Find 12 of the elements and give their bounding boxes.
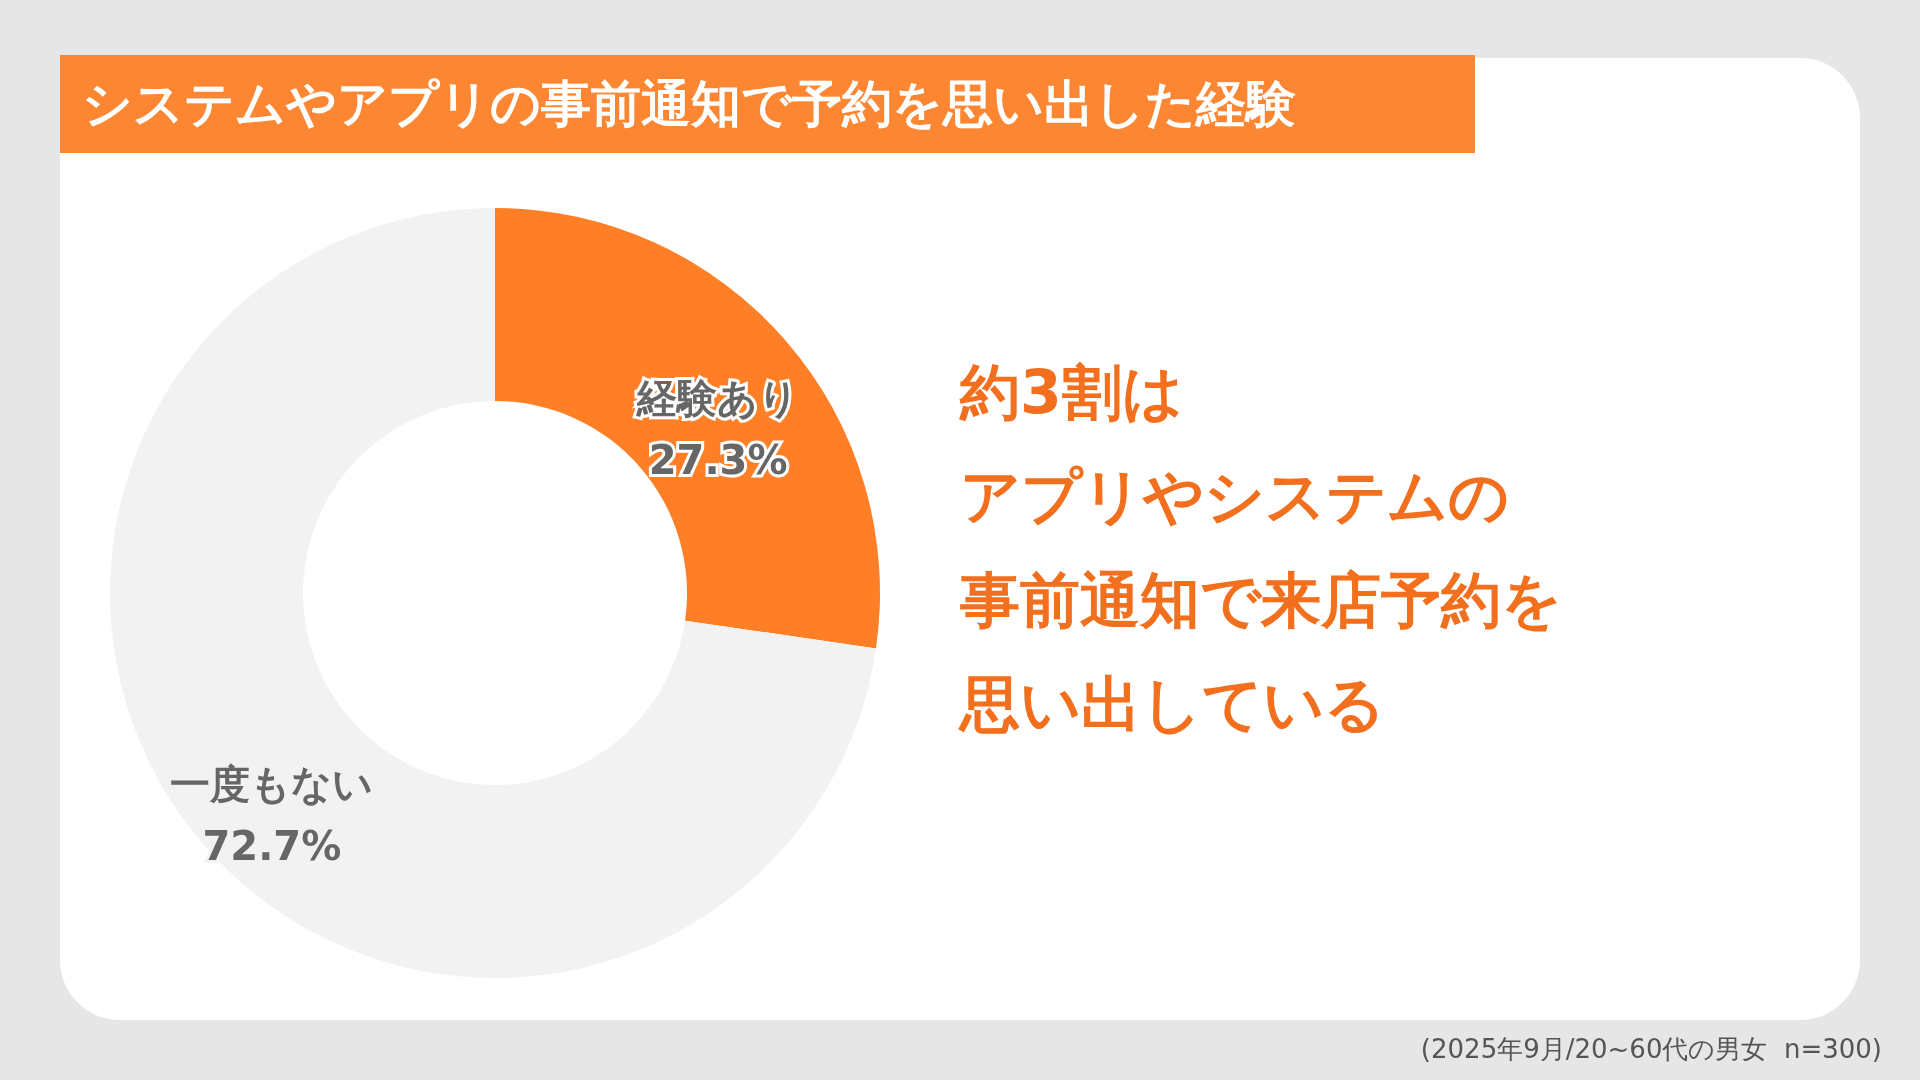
text: 事前通知で来店予約を xyxy=(960,564,1562,637)
donut-slice xyxy=(110,208,876,978)
donut-slice xyxy=(495,208,880,649)
data-label: 72.7% xyxy=(202,822,342,869)
slice-label: 経験あり xyxy=(636,375,800,422)
data-label: 27.3% xyxy=(648,437,788,484)
slice-label: 一度もない xyxy=(170,760,374,807)
text: (2025年9月/20~60代の男女 n=300) xyxy=(1420,1033,1882,1066)
text: アプリやシステムの xyxy=(960,460,1510,533)
chart-title: システムやアプリの事前通知で予約を思い出した経験 xyxy=(60,55,1475,153)
text: 約3割は xyxy=(960,356,1184,429)
text: 思い出している xyxy=(960,668,1386,741)
